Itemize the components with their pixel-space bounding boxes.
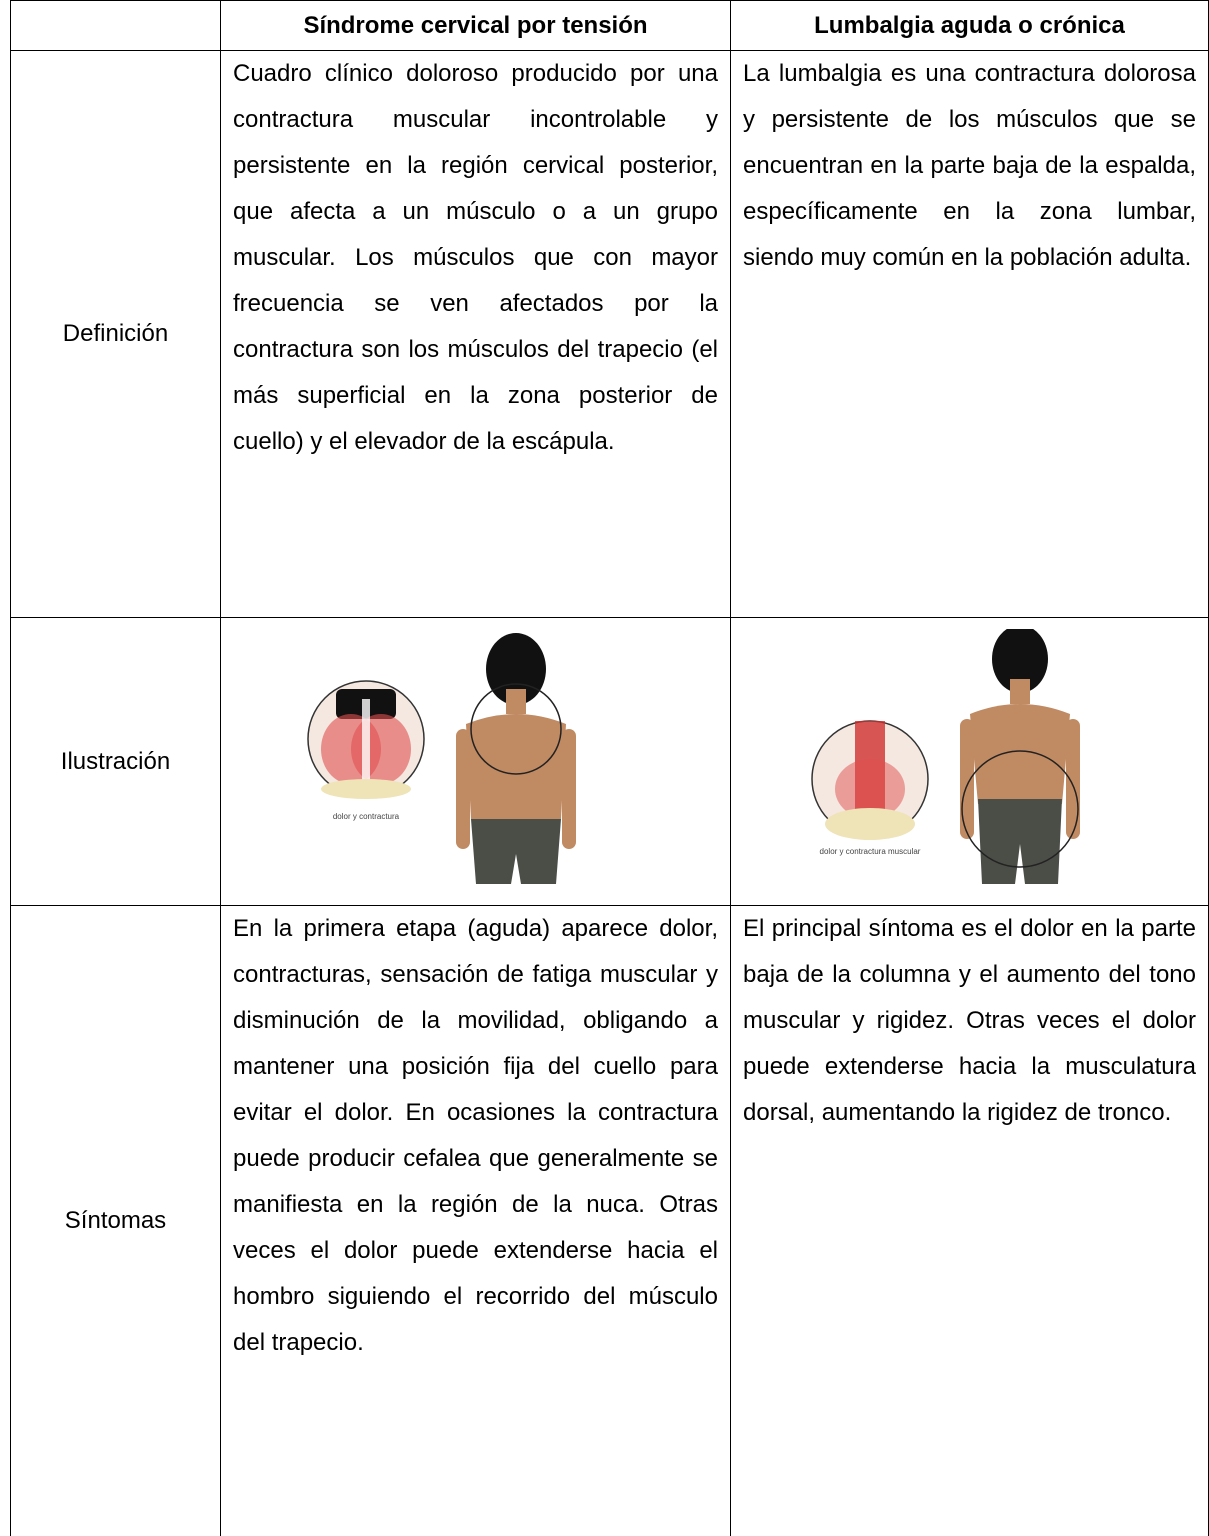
- row-label: Síntomas: [10, 905, 221, 1536]
- illustration-caption: dolor y contractura: [332, 812, 399, 821]
- row: Definición Cuadro clínico doloroso produ…: [10, 50, 1209, 618]
- column-header: Síndrome cervical por tensión: [220, 0, 731, 51]
- cell-text: La lumbalgia es una contractura dolorosa…: [730, 50, 1209, 618]
- illustration: dolor y contractura muscular: [810, 625, 1080, 884]
- row-label: Ilustración: [10, 617, 221, 906]
- row: Ilustración dolor y contractura: [10, 617, 1209, 906]
- comparison-table: Síndrome cervical por tensión Lumbalgia …: [10, 0, 1209, 1536]
- illustration-cell: dolor y contractura: [220, 617, 731, 906]
- cell-text: En la primera etapa (aguda) aparece dolo…: [220, 905, 731, 1536]
- row: Síntomas En la primera etapa (aguda) apa…: [10, 905, 1209, 1536]
- corner-cell: [10, 0, 221, 51]
- cell-text: El principal síntoma es el dolor en la p…: [730, 905, 1209, 1536]
- illustration-caption: dolor y contractura muscular: [819, 847, 920, 856]
- row-label: Definición: [10, 50, 221, 618]
- illustration-cell: dolor y contractura muscular: [730, 617, 1209, 906]
- column-header: Lumbalgia aguda o crónica: [730, 0, 1209, 51]
- cell-text: Cuadro clínico doloroso producido por un…: [220, 50, 731, 618]
- illustration: dolor y contractura: [306, 633, 576, 884]
- header-row: Síndrome cervical por tensión Lumbalgia …: [10, 0, 1209, 51]
